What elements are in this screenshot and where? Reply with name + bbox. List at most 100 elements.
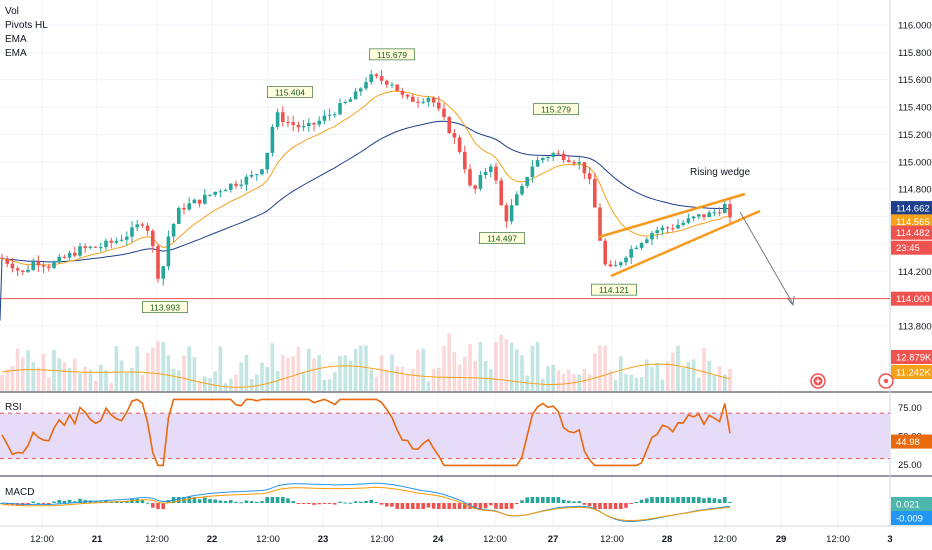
wedge-upper-line[interactable]	[598, 192, 746, 239]
macd-pane-title[interactable]: MACD	[5, 487, 35, 498]
ema-slow-line	[0, 120, 731, 321]
candle-body	[36, 261, 41, 266]
volume-bar	[119, 360, 124, 391]
candle-body	[281, 112, 285, 123]
volume-bar	[281, 355, 285, 391]
macd-hist-bar	[104, 499, 108, 503]
volume-bar	[5, 369, 9, 391]
volume-bar	[26, 350, 30, 391]
wedge-lower-line[interactable]	[610, 209, 761, 278]
candle-body	[0, 257, 4, 259]
projection-arrow-head-icon	[786, 295, 795, 307]
volume-bar	[21, 357, 25, 391]
volume-bar	[723, 374, 727, 391]
candle-body	[67, 252, 72, 258]
volume-bar	[333, 372, 337, 391]
candle-body	[660, 227, 665, 231]
volume-bar	[140, 374, 145, 391]
candle-body	[322, 115, 327, 121]
macd-hist-bar	[728, 501, 732, 503]
candle-body	[385, 80, 389, 85]
candle-body	[634, 247, 639, 249]
projection-arrow-line[interactable]	[739, 211, 794, 305]
time-tick-label: 3	[887, 534, 892, 545]
candle-body	[234, 183, 238, 186]
candle-body	[437, 102, 441, 109]
legend-vol[interactable]: Vol	[5, 6, 19, 17]
candle-body	[379, 76, 384, 81]
macd-hist-bar	[634, 501, 639, 503]
rsi-pane-title[interactable]: RSI	[5, 402, 22, 413]
volume-bar	[619, 356, 623, 391]
candle-body	[593, 179, 597, 208]
candle-body	[489, 166, 493, 172]
candle-body	[187, 203, 191, 210]
candle-body	[421, 101, 425, 103]
macd-hist-bar	[478, 503, 483, 509]
rsi-badge-bg	[891, 434, 932, 449]
candle-body	[275, 112, 280, 127]
candle-body	[463, 151, 467, 170]
candle-body	[468, 169, 472, 186]
candle-body	[608, 264, 613, 267]
macd-hist-bar	[525, 497, 529, 503]
candle-body	[83, 246, 87, 248]
macd-hist-bar	[244, 500, 249, 503]
volume-bar	[125, 372, 129, 391]
candle-body	[530, 166, 535, 178]
volume-bar	[671, 352, 675, 391]
macd-hist-bar	[151, 503, 155, 508]
macd-hist-bar	[223, 501, 228, 503]
volume-bar	[717, 366, 722, 391]
macd-hist-bar	[437, 503, 441, 509]
macd-hist-bar	[426, 503, 431, 508]
pivot-label-low: 114.121	[599, 285, 629, 295]
macd-hist-bar	[587, 503, 592, 507]
macd-hist-badge: 0.021	[896, 500, 920, 511]
volume-bar	[338, 355, 342, 391]
macd-hist-bar	[556, 497, 561, 503]
volume-bar	[31, 362, 35, 391]
candle-body	[161, 266, 165, 279]
macd-hist-bar	[197, 499, 202, 503]
candle-body	[515, 194, 519, 206]
macd-hist-bar	[489, 503, 493, 506]
macd-hist-bar	[712, 498, 717, 503]
macd-hist-bar	[57, 500, 61, 503]
macd-hist-bar	[707, 497, 711, 503]
candle-body	[177, 207, 181, 224]
legend-ema-1[interactable]: EMA	[5, 34, 27, 45]
volume-bar	[530, 345, 535, 391]
volume-ma-line	[1, 363, 731, 388]
price-badge-bg	[891, 214, 932, 229]
candle-body	[301, 126, 306, 128]
macd-hist-bar	[333, 503, 337, 505]
macd-hist-bar	[561, 499, 566, 503]
volume-bar	[629, 374, 633, 391]
legend-ema-2[interactable]: EMA	[5, 48, 27, 59]
volume-bar	[47, 377, 51, 391]
candle-body	[338, 103, 342, 115]
volume-bar	[374, 376, 379, 391]
macd-hist-bar	[36, 502, 41, 504]
candle-body	[47, 266, 51, 268]
time-tick-label: 12:00	[256, 534, 280, 545]
time-axis[interactable]: 12:00 21 12:00 22 12:00 23 12:00 24 12:00 27 12:00…	[30, 534, 893, 545]
candle-body	[613, 265, 618, 267]
macd-hist-bar	[249, 501, 254, 503]
volume-bar	[655, 362, 659, 391]
volume-bar	[541, 378, 545, 391]
volume-bar	[624, 374, 628, 391]
candle-body	[728, 204, 732, 218]
volume-bar	[535, 341, 540, 391]
legend-pivots[interactable]: Pivots HL	[5, 20, 48, 31]
candle-body	[145, 225, 150, 231]
rising-wedge-label[interactable]: Rising wedge	[690, 167, 750, 178]
macd-hist-bar	[359, 501, 363, 503]
macd-hist-bar	[723, 497, 727, 503]
volume-bar	[151, 347, 155, 391]
candle-body	[411, 96, 415, 102]
macd-hist-bar	[686, 497, 691, 503]
